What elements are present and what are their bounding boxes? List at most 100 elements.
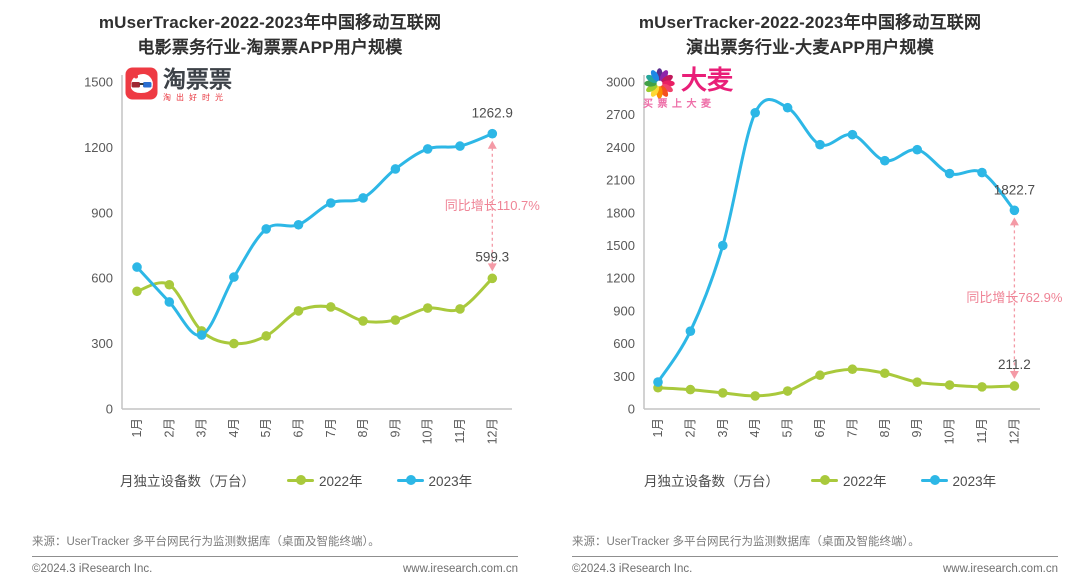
y-tick-label: 900 [613,303,635,318]
x-tick-label: 8月 [878,418,892,437]
y-tick-label: 2400 [606,140,635,155]
footer-left: 来源：UserTracker 多平台网民行为监测数据库（桌面及智能终端）。 ©2… [32,533,518,575]
copyright-text: ©2024.3 iResearch Inc. [32,563,153,575]
pinwheel-petal [650,85,660,97]
chart-area-taopiaopiao: 0 300 600 900 1200 1500 1月 2月 3月 4月 5月 6月 7月 8月 9月 10月 1… [0,62,540,466]
x-tick-label: 6月 [813,418,827,437]
y-tick-label: 300 [91,336,113,351]
footer-divider [32,556,518,557]
x-tick-label: 10月 [421,418,435,444]
legend-label-2023: 2023年 [428,474,473,489]
x-tick-label: 3月 [195,418,209,437]
damai-logo: 大麦 买票上大麦 [643,67,733,110]
data-point-2022年 [750,391,760,401]
legend-marker-2023 [396,475,424,485]
data-point-2022年 [358,316,368,326]
data-point-2022年 [293,306,304,316]
data-point-2023年 [229,272,239,282]
legend-item-2022: 2022年 [811,470,887,490]
yoy-arrow-down [1009,370,1019,379]
y-tick-label: 0 [628,402,635,417]
end-value-2022: 211.2 [998,357,1031,372]
yoy-arrow-up [1009,217,1019,226]
data-point-2023年 [164,297,175,307]
data-point-2023年 [132,262,142,272]
chart-panel-taopiaopiao: mUserTracker-2022-2023年中国移动互联网 电影票务行业-淘票… [0,10,540,575]
x-tick-label: 12月 [1007,418,1021,444]
x-tick-label: 5月 [781,418,795,437]
end-value-2023: 1262.9 [472,106,513,121]
data-point-2023年 [750,107,760,118]
x-tick-label: 7月 [845,418,859,437]
x-tick-label: 4月 [227,418,241,437]
legend-label-2022: 2022年 [843,474,887,489]
chart-panel-damai: mUserTracker-2022-2023年中国移动互联网 演出票务行业-大麦… [540,0,1080,581]
line-chart-taopiaopiao: 0 300 600 900 1200 1500 1月 2月 3月 4月 5月 6月 7月 8月 9月 10月 1… [84,75,540,445]
damai-slogan-text: 买票上大麦 [643,99,716,110]
data-point-2023年 [326,198,336,208]
series-line-2023年 [656,98,1016,384]
chart-area-damai: 0 300 600 900 1200 1500 1800 2100 2400 2700 3000 1月… [540,62,1080,466]
series-line-2022年 [656,367,1016,398]
legend-item-2023: 2023年 [396,470,473,490]
damai-pinwheel-icon [644,68,675,99]
data-point-2023年 [455,141,465,151]
x-tick-label: 10月 [943,418,957,444]
x-tick-label: 2月 [683,418,697,437]
x-tick-label: 11月 [453,418,467,443]
data-point-2023年 [977,167,987,178]
x-tick-label: 4月 [748,418,762,437]
data-point-2023年 [358,193,368,203]
chart-title-line2: 演出票务行业-大麦APP用户规模 [686,38,934,57]
taopiaopiao-brand-text: 淘票票 [163,66,232,92]
end-value-2022: 599.3 [475,249,509,264]
data-point-2022年 [912,377,922,387]
data-point-2022年 [229,338,239,349]
data-point-2023年 [422,144,433,154]
legend-marker-2022 [287,475,314,485]
data-point-2022年 [1009,381,1020,391]
data-point-2022年 [718,388,728,398]
x-tick-label: 1月 [651,418,665,437]
data-point-2023年 [390,164,401,174]
data-point-2023年 [487,128,498,139]
taopiaopiao-slogan-text: 淘出好时光 [163,93,228,102]
copyright-text: ©2024.3 iResearch Inc. [572,563,693,575]
data-point-2023年 [1009,205,1020,216]
x-tick-label: 9月 [388,418,402,437]
x-tick-label: 3月 [716,418,730,437]
yoy-growth-label: 同比增长110.7% [445,198,540,213]
y-tick-label: 1200 [606,271,635,286]
y-tick-label: 2100 [606,173,635,188]
y-tick-label: 300 [613,369,635,384]
y-tick-label: 600 [613,336,635,351]
y-tick-label: 600 [91,271,113,286]
legend-label-2023: 2023年 [952,474,997,489]
footer-right: 来源：UserTracker 多平台网民行为监测数据库（桌面及智能终端）。 ©2… [572,533,1058,575]
footer-divider [572,556,1058,557]
data-point-2022年 [847,364,858,375]
chart-title-taopiaopiao: mUserTracker-2022-2023年中国移动互联网 电影票务行业-淘票… [0,10,540,60]
x-tick-label: 8月 [356,418,370,437]
end-value-2023: 1822.7 [994,182,1035,197]
y-tick-label: 2700 [606,107,635,122]
data-point-2022年 [261,331,272,341]
taopiaopiao-app-icon [125,67,158,100]
data-point-2023年 [685,326,696,336]
y-axis-unit-label: 月独立设备数（万台） [120,474,255,489]
legend-item-2023: 2023年 [920,470,997,490]
x-tick-label: 6月 [292,418,306,437]
data-point-2022年 [390,315,401,325]
pinwheel-petal [659,70,669,82]
data-point-2022年 [685,384,696,395]
chart-title-line2: 电影票务行业-淘票票APP用户规模 [137,38,403,57]
pinwheel-petal [646,74,658,84]
data-point-2023年 [653,377,663,387]
pinwheel-petal [661,74,673,84]
data-point-2022年 [944,380,955,390]
x-tick-label: 9月 [910,418,924,437]
pinwheel-petal [646,83,658,93]
data-point-2022年 [880,368,890,379]
legend-marker-2023 [920,475,948,485]
